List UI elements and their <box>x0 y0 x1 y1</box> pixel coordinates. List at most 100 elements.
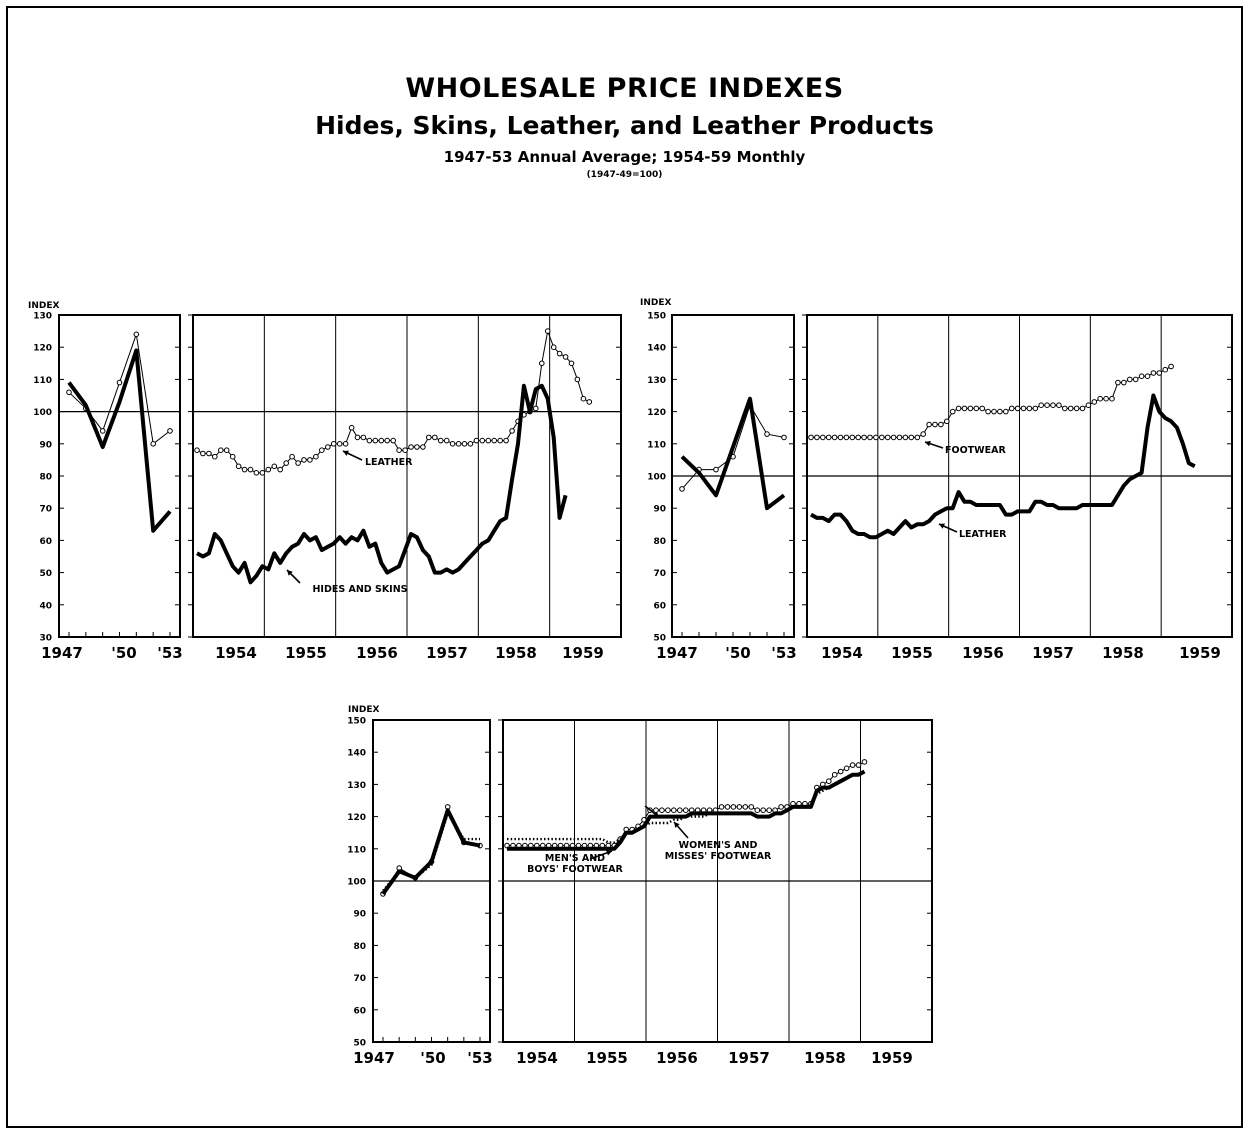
chart2-monthly-footwearline-point <box>967 405 974 412</box>
chart3-monthly-footwearline-point <box>855 762 862 768</box>
chart1-monthly-x-tick-label: 1958 <box>495 644 537 662</box>
chart2-monthly-footwearline-point <box>1044 402 1050 409</box>
chart1-monthly-leatherline-point <box>342 441 349 447</box>
chart1-y-tick-label: 90 <box>39 440 52 450</box>
chart2-annual-leatherline <box>680 396 786 511</box>
chart1-annual-x-tick-label: '53 <box>157 644 182 662</box>
chart2-monthly-x-tick-label: 1958 <box>1102 644 1144 662</box>
chart1-monthly-leatherline-point <box>336 441 343 447</box>
chart3-monthly-footwearline-point <box>748 804 755 810</box>
chart2-annual-x-tick-label: 1947 <box>656 644 698 662</box>
chart1-monthly-leatherline-point <box>556 350 563 357</box>
chart1-monthly-leatherline-point <box>580 395 587 402</box>
chart1-annual-leatherline-point <box>167 428 173 434</box>
chart2-monthly-footwearline-point <box>1050 402 1056 409</box>
chart1-label-arrowhead <box>287 570 293 576</box>
chart1-monthly-leatherline-point <box>420 444 426 450</box>
chart2-monthly-footwearline-point <box>1109 395 1115 402</box>
chart1-y-tick-label: 30 <box>39 634 52 644</box>
chart2-monthly-footwearline-point <box>1067 405 1074 412</box>
chart1-monthly-leatherline-point <box>301 457 307 463</box>
chart3-y-tick-label: 70 <box>353 974 366 984</box>
chart2-monthly-footwearline-point <box>861 434 867 441</box>
chart2-monthly-footwearline-point <box>884 434 891 441</box>
chart2-monthly-footwearline-point <box>1156 370 1163 376</box>
chart2-annual-footwearline-point <box>781 434 787 441</box>
chart2-monthly-footwearline-point <box>991 408 997 415</box>
chart3-annual-women-s-and-misses-footwearline <box>381 808 481 896</box>
chart2-monthly-footwearline-point <box>1121 379 1127 386</box>
chart3-monthly-footwearline-point <box>849 762 856 768</box>
chart2-monthly-footwearline-point <box>1103 395 1109 402</box>
chart2-y-tick-label: 110 <box>647 440 666 450</box>
chart1-monthly-leatherline-point <box>479 437 486 444</box>
chart1-monthly-leatherline-point <box>295 460 301 466</box>
chart1-monthly-x-tick-label: 1957 <box>426 644 468 662</box>
chart2-monthly-footwearline-point <box>902 434 909 441</box>
chart1-monthly-leatherline-point <box>277 466 284 473</box>
chart2-monthly-footwearline-point <box>985 408 991 415</box>
chart2-monthly-x-tick-label: 1955 <box>891 644 933 662</box>
chart2-series-label: FOOTWEAR <box>945 445 1006 456</box>
chart1-monthly-leatherline-point <box>265 466 272 473</box>
chart2-monthly-footwearline-point <box>1038 402 1044 409</box>
chart1-y-tick-label: 50 <box>39 569 52 579</box>
chart1-y-tick-label: 60 <box>39 537 52 547</box>
chart1-series-label: HIDES AND SKINS <box>312 584 407 595</box>
chart2-monthly-footwearline-point <box>1091 399 1098 405</box>
chart1-monthly-leatherline-point <box>509 428 515 434</box>
chart2-y-tick-label: 120 <box>647 408 666 418</box>
chart2-monthly-leatherline <box>810 393 1196 540</box>
chart1-y-axis-label: INDEX <box>28 301 59 311</box>
chart3-monthly-women-s-and-misses-footwearline <box>507 769 866 851</box>
period-note: 1947-53 Annual Average; 1954-59 Monthly <box>443 148 806 166</box>
chart1-monthly-leatherline-point <box>360 434 367 441</box>
chart3-monthly-x-tick-label: 1954 <box>516 1049 558 1067</box>
chart3-y-tick-label: 140 <box>347 749 366 759</box>
chart1-monthly-x-tick-label: 1954 <box>215 644 257 662</box>
chart3-monthly-footwearline-point <box>742 804 749 810</box>
chart2-monthly-footwearline-point <box>908 434 915 441</box>
outer-border <box>6 6 1243 1128</box>
chart3-label-arrowhead <box>653 811 659 817</box>
chart1-y-tick-label: 110 <box>33 376 52 386</box>
chart2-monthly-footwearline-point <box>955 405 962 412</box>
chart2-y-tick-label: 80 <box>653 537 666 547</box>
chart2-monthly-footwearline-point <box>820 434 826 441</box>
chart3-label-arrowhead <box>674 822 680 828</box>
chart2-monthly-footwearline-point <box>890 434 897 441</box>
chart1-monthly-leatherline-point <box>218 447 224 454</box>
chart1-annual-x-tick-label: '50 <box>111 644 136 662</box>
chart1-monthly-leatherline-point <box>241 466 248 473</box>
chart2-monthly-footwearline-point <box>1115 379 1121 386</box>
chart1-monthly-leatherline-point <box>319 447 325 454</box>
chart2-monthly-footwearline-point <box>1003 408 1009 415</box>
chart3-monthly-x-tick-label: 1956 <box>656 1049 698 1067</box>
chart1-monthly-leatherline-point <box>461 441 468 447</box>
chart3-monthly-footwearline-point <box>736 804 743 810</box>
chart1-annual-leatherline-point <box>116 379 123 386</box>
chart1-monthly-leatherline-point <box>313 453 319 460</box>
chart1-annual-leatherline-point <box>99 428 106 434</box>
chart1-monthly-hides-and-skinsline <box>196 383 568 585</box>
chart2-monthly-x-tick-label: 1957 <box>1032 644 1074 662</box>
chart1-y-tick-label: 120 <box>33 344 52 354</box>
chart3-monthly-footwearline-point <box>826 778 832 785</box>
chart3-monthly-footwearline-point <box>730 804 737 810</box>
chart2-monthly-footwearline-point <box>879 434 885 441</box>
chart2-monthly-footwearline-point <box>873 434 879 441</box>
chart2-monthly-footwearline-point <box>1008 405 1015 412</box>
chart3-monthly-footwearline-point <box>653 807 659 814</box>
chart2-monthly-footwearline-point <box>938 421 944 428</box>
chart3-monthly-footwearline-point <box>754 807 761 814</box>
chart3-monthly-footwearline-point <box>766 807 773 814</box>
chart3-annual-men-s-and-boys-footwearline <box>382 810 480 892</box>
chart2-monthly-footwearline-point <box>944 418 950 425</box>
chart2-monthly-footwearline <box>811 366 1172 438</box>
chart2-monthly-footwearline-point <box>1062 405 1068 412</box>
chart3-y-tick-label: 120 <box>347 813 366 823</box>
chart2-monthly-footwearline-point <box>831 434 838 441</box>
chart2-y-tick-label: 100 <box>647 473 666 483</box>
chart1-monthly-leatherline-point <box>449 441 456 447</box>
